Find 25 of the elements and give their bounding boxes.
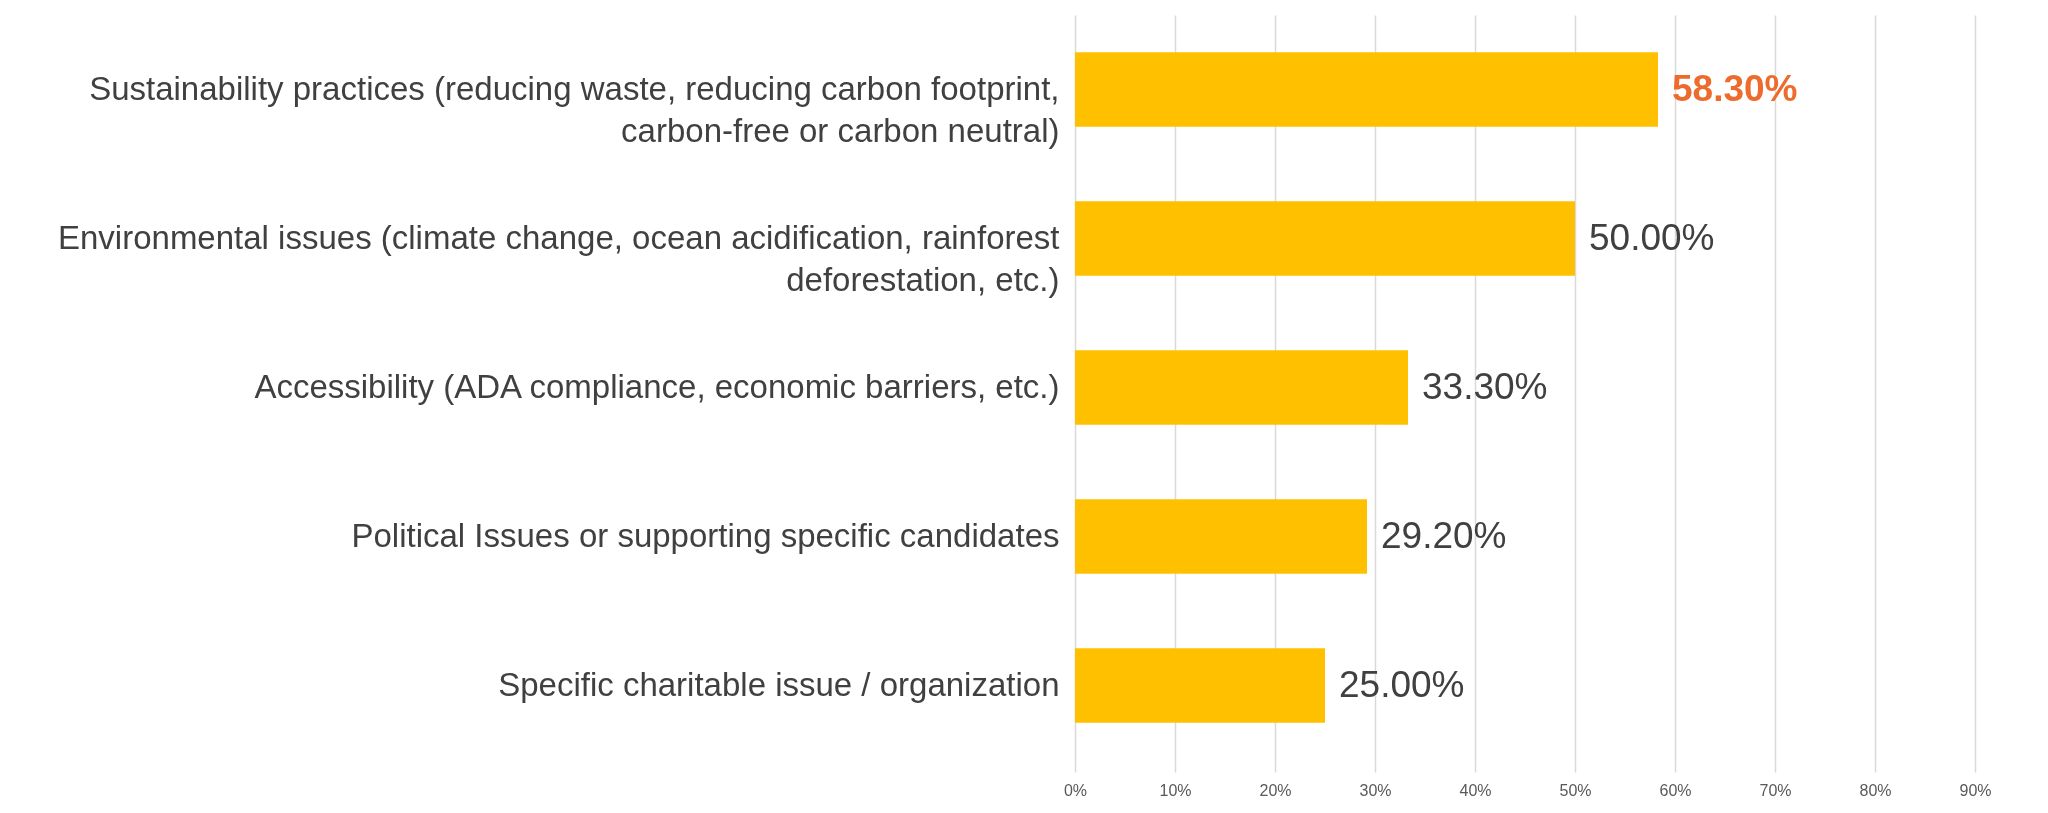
x-tick-label: 30% [1359,781,1392,799]
x-tick-label: 80% [1859,781,1892,799]
x-tick-label: 70% [1759,781,1792,799]
x-tick-label: 40% [1459,781,1492,799]
data-label: 33.30% [1422,365,1548,407]
x-tick-label: 20% [1259,781,1292,799]
bar [1075,350,1408,425]
y-tick-label: Specific charitable issue / organization [498,665,1060,703]
data-label: 25.00% [1339,663,1465,705]
data-label: 29.20% [1381,514,1507,556]
bar [1075,201,1575,276]
data-label: 58.30% [1672,67,1798,109]
x-tick-label: 90% [1959,781,1992,799]
bar [1075,499,1367,574]
x-tick-label: 10% [1159,781,1192,799]
y-tick-label: Sustainability practices (reducing waste, reducing carbon footprint, carbon-free or carbon neutral) [89,69,1060,149]
y-tick-label: Political Issues or supporting specific candidates [351,516,1060,554]
y-tick-label: Accessibility (ADA compliance, economic barriers, etc.) [254,367,1060,405]
data-label: 50.00% [1589,216,1715,258]
y-tick-label: Environmental issues (climate change, ocean acidification, rainforest deforestation, etc.) [57,218,1060,298]
x-tick-label: 60% [1659,781,1692,799]
bar [1075,648,1325,723]
bar [1075,52,1658,127]
x-tick-label: 0% [1063,781,1088,799]
x-tick-label: 50% [1559,781,1592,799]
